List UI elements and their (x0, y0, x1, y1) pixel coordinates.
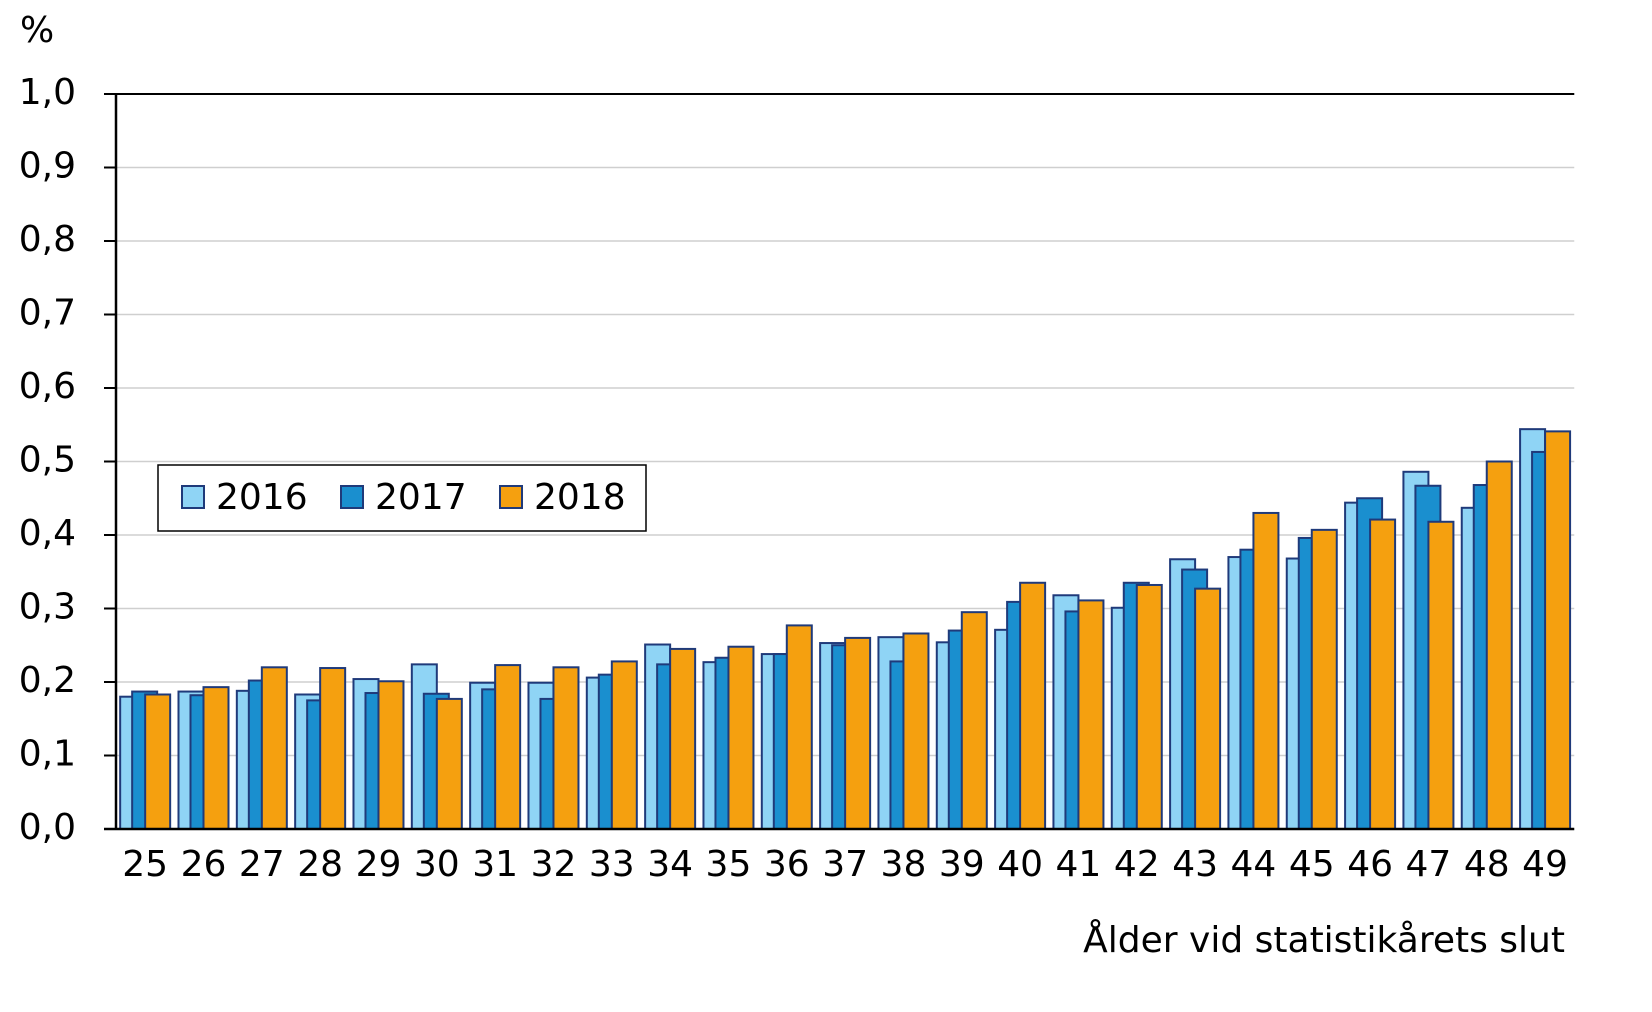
bar (902, 632, 930, 830)
x-tick-label: 41 (1056, 844, 1102, 885)
x-tick-label: 45 (1289, 844, 1335, 885)
legend-label: 2017 (375, 477, 467, 518)
bar (1019, 581, 1047, 831)
bar (1252, 511, 1280, 830)
x-tick-label: 46 (1347, 844, 1393, 885)
x-tick-label: 47 (1406, 844, 1452, 885)
x-tick-label: 28 (297, 844, 343, 885)
x-tick-label: 44 (1231, 844, 1277, 885)
x-tick-label: 37 (822, 844, 868, 885)
bar (960, 611, 988, 830)
y-axis-label: % (20, 10, 54, 51)
y-tick-label: 0,2 (19, 660, 76, 701)
bar (144, 693, 172, 830)
y-tick-label: 0,7 (19, 293, 76, 334)
x-tick-label: 26 (181, 844, 227, 885)
x-tick-label: 25 (122, 844, 168, 885)
bar (494, 664, 522, 830)
x-tick-label: 31 (472, 844, 518, 885)
y-tick-label: 0,0 (19, 807, 76, 848)
bar (1194, 587, 1222, 831)
bar (727, 645, 755, 830)
x-tick-label: 43 (1172, 844, 1218, 885)
legend-label: 2018 (534, 477, 626, 518)
bar (260, 666, 288, 830)
bar (1310, 528, 1338, 830)
x-axis-label: Ålder vid statistikårets slut (1083, 918, 1565, 961)
legend-label: 2016 (216, 477, 308, 518)
legend-box (157, 464, 647, 532)
y-tick-label: 0,8 (19, 219, 76, 260)
y-tick-label: 0,1 (19, 734, 76, 775)
x-tick-label: 49 (1522, 844, 1568, 885)
bar (1485, 460, 1513, 830)
x-tick-label: 38 (881, 844, 927, 885)
x-tick-label: 42 (1114, 844, 1160, 885)
x-tick-label: 35 (706, 844, 752, 885)
y-tick-label: 0,6 (19, 366, 76, 407)
x-tick-label: 48 (1464, 844, 1510, 885)
bar (1077, 599, 1105, 830)
x-tick-label: 40 (997, 844, 1043, 885)
x-tick-label: 29 (356, 844, 402, 885)
y-tick-label: 0,4 (19, 513, 76, 554)
bar (319, 667, 347, 830)
legend-swatch (340, 485, 364, 509)
bar (1369, 518, 1397, 830)
y-tick-label: 0,5 (19, 440, 76, 481)
bar (1135, 583, 1163, 830)
bar (844, 636, 872, 831)
legend-swatch (499, 485, 523, 509)
bar (435, 697, 463, 831)
bar (552, 666, 580, 830)
legend-swatch (181, 485, 205, 509)
x-tick-label: 36 (764, 844, 810, 885)
x-tick-label: 30 (414, 844, 460, 885)
bar (1544, 430, 1572, 830)
y-tick-label: 0,9 (19, 146, 76, 187)
x-tick-label: 33 (589, 844, 635, 885)
x-tick-label: 27 (239, 844, 285, 885)
bar (377, 680, 405, 831)
bar (669, 647, 697, 830)
x-tick-label: 32 (531, 844, 577, 885)
bar (1427, 520, 1455, 831)
y-tick-label: 1,0 (19, 72, 76, 113)
y-tick-label: 0,3 (19, 587, 76, 628)
bar (610, 660, 638, 830)
x-tick-label: 34 (647, 844, 693, 885)
bar (202, 686, 230, 831)
bar (785, 624, 813, 831)
x-tick-label: 39 (939, 844, 985, 885)
